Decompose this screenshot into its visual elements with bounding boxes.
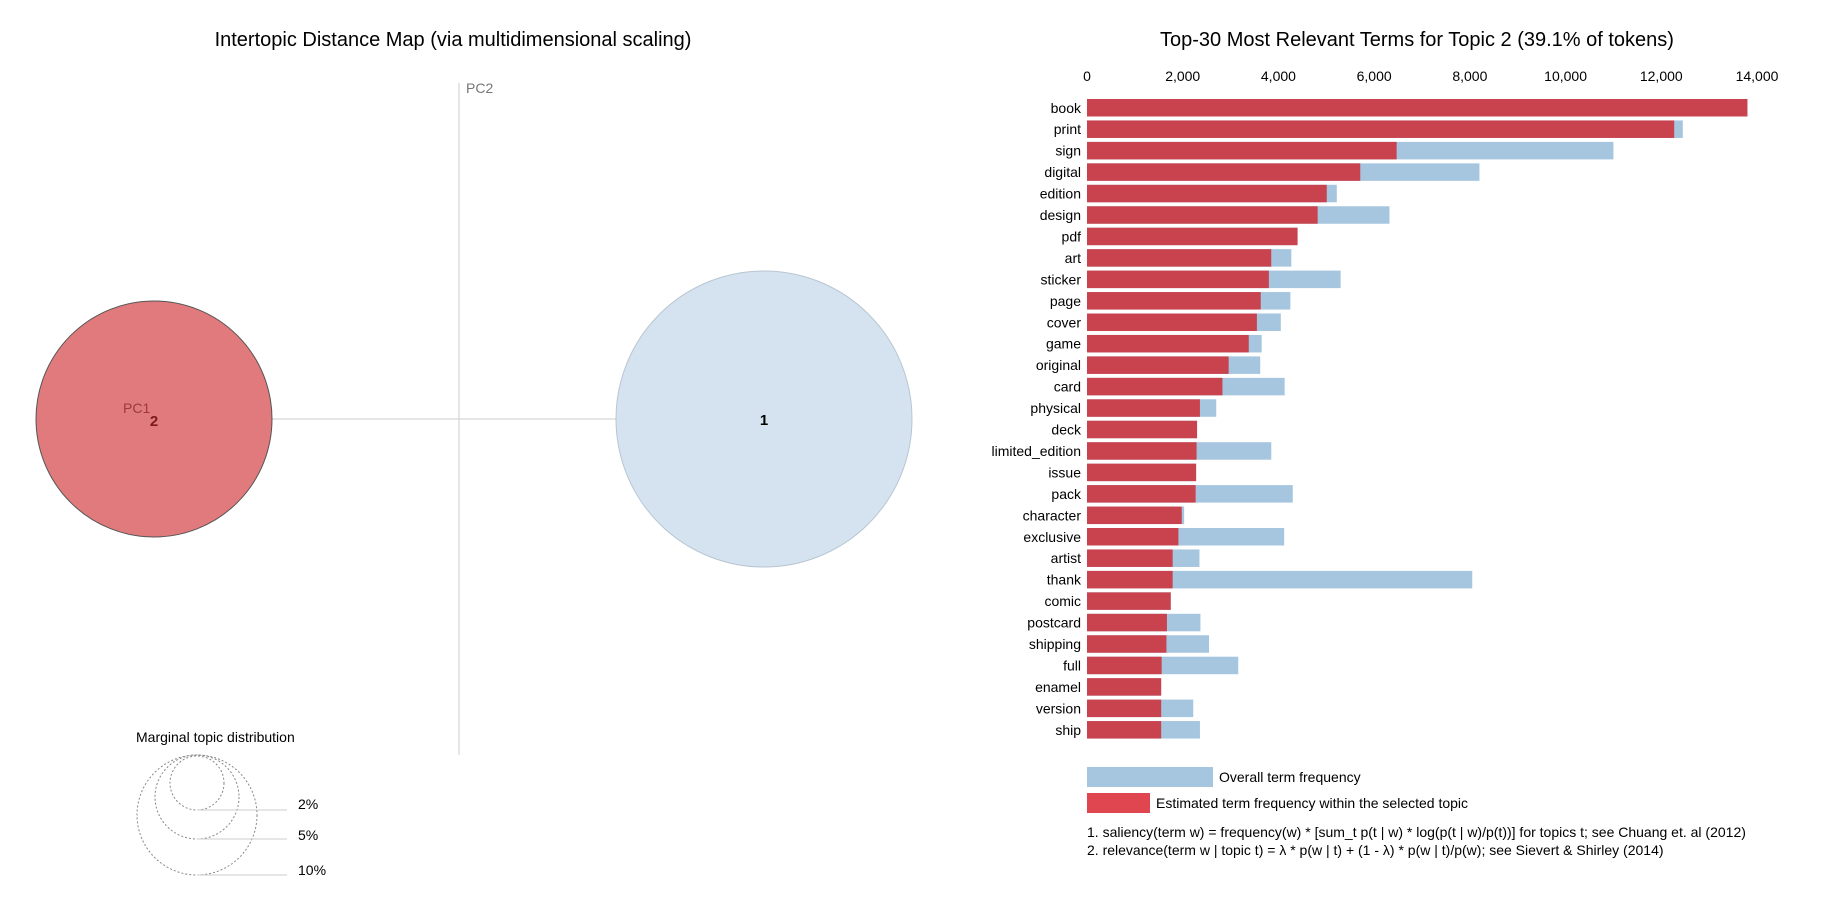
footnote-relevance: 2. relevance(term w | topic t) = λ * p(w… (1087, 842, 1664, 858)
pc1-label: PC1 (123, 400, 150, 416)
estimated-bar-edition[interactable] (1087, 184, 1327, 203)
marginal-label-10pct: 10% (298, 862, 326, 878)
term-label-physical[interactable]: physical (1030, 400, 1081, 416)
estimated-bar-ship[interactable] (1087, 721, 1162, 739)
estimated-bar-character[interactable] (1087, 506, 1182, 525)
estimated-bar-exclusive[interactable] (1087, 528, 1179, 546)
term-label-design[interactable]: design (1040, 207, 1081, 223)
estimated-bar-version[interactable] (1087, 699, 1162, 718)
estimated-bar-pack[interactable] (1087, 485, 1196, 503)
legend-estimated-swatch (1087, 793, 1150, 813)
term-label-full[interactable]: full (1063, 657, 1081, 673)
x-tick-label: 6,000 (1357, 68, 1392, 84)
term-label-pdf[interactable]: pdf (1062, 228, 1082, 244)
term-label-postcard[interactable]: postcard (1027, 615, 1081, 631)
estimated-bar-design[interactable] (1087, 206, 1318, 224)
topic-bubble-2[interactable] (35, 300, 273, 538)
x-axis-ticks: 0 2,000 4,000 6,000 8,000 10,000 12,000 14,000 (1083, 68, 1779, 84)
term-label-art[interactable]: art (1065, 250, 1081, 266)
x-tick-label: 2,000 (1165, 68, 1200, 84)
estimated-bar-enamel[interactable] (1087, 678, 1162, 696)
terms-chart-title: Top-30 Most Relevant Terms for Topic 2 (… (1160, 29, 1674, 51)
x-tick-label: 12,000 (1640, 68, 1683, 84)
x-tick-label: 10,000 (1544, 68, 1587, 84)
marginal-circle-10pct (136, 754, 258, 876)
estimated-bar-issue[interactable] (1087, 463, 1197, 482)
marginal-circle-2pct (169, 755, 225, 811)
estimated-bar-physical[interactable] (1087, 399, 1200, 417)
term-label-cover[interactable]: cover (1047, 314, 1082, 330)
estimated-bar-print[interactable] (1087, 120, 1675, 138)
estimated-bar-art[interactable] (1087, 249, 1272, 267)
estimated-bar-deck[interactable] (1087, 420, 1198, 439)
footnote-saliency: 1. saliency(term w) = frequency(w) * [su… (1087, 824, 1746, 840)
term-label-comic[interactable]: comic (1044, 593, 1081, 609)
topic-bubble-1[interactable] (615, 270, 913, 568)
estimated-bar-cover[interactable] (1087, 313, 1257, 332)
term-label-sticker[interactable]: sticker (1041, 271, 1082, 287)
intertopic-map-title: Intertopic Distance Map (via multidimens… (215, 29, 692, 51)
term-label-edition[interactable]: edition (1040, 186, 1081, 202)
pc2-label: PC2 (466, 80, 493, 96)
term-label-enamel[interactable]: enamel (1035, 679, 1081, 695)
term-label-sign[interactable]: sign (1055, 143, 1081, 159)
marginal-circle-5pct (154, 754, 240, 840)
term-label-page[interactable]: page (1050, 293, 1081, 309)
estimated-bar-shipping[interactable] (1087, 635, 1167, 653)
topic-label-1: 1 (760, 412, 768, 429)
estimated-bar-digital[interactable] (1087, 163, 1361, 181)
term-label-artist[interactable]: artist (1051, 550, 1081, 566)
legend-overall-label: Overall term frequency (1219, 769, 1361, 785)
term-label-version[interactable]: version (1036, 700, 1081, 716)
term-label-shipping[interactable]: shipping (1029, 636, 1081, 652)
term-bars: book print sign digital edition design pdf art s… (992, 99, 1748, 739)
marginal-label-5pct: 5% (298, 827, 318, 843)
term-label-thank[interactable]: thank (1047, 572, 1082, 588)
x-tick-label: 4,000 (1261, 68, 1296, 84)
term-label-issue[interactable]: issue (1048, 464, 1081, 480)
estimated-bar-original[interactable] (1087, 356, 1229, 374)
estimated-bar-book[interactable] (1087, 99, 1748, 117)
marginal-title: Marginal topic distribution (136, 729, 295, 745)
term-label-character[interactable]: character (1023, 507, 1082, 523)
term-label-digital[interactable]: digital (1044, 164, 1081, 180)
estimated-bar-limited_edition[interactable] (1087, 442, 1197, 460)
marginal-label-2pct: 2% (298, 796, 318, 812)
term-label-deck[interactable]: deck (1051, 422, 1082, 438)
x-tick-label: 0 (1083, 68, 1091, 84)
estimated-bar-comic[interactable] (1087, 592, 1171, 610)
x-tick-label: 8,000 (1452, 68, 1487, 84)
legend-estimated-label: Estimated term frequency within the sele… (1156, 795, 1468, 811)
estimated-bar-sign[interactable] (1087, 141, 1397, 160)
term-label-ship[interactable]: ship (1055, 722, 1081, 738)
estimated-bar-pdf[interactable] (1087, 227, 1298, 246)
term-label-print[interactable]: print (1054, 121, 1081, 137)
term-label-book[interactable]: book (1051, 100, 1082, 116)
estimated-bar-card[interactable] (1087, 377, 1223, 396)
estimated-bar-game[interactable] (1087, 334, 1249, 353)
estimated-bar-sticker[interactable] (1087, 270, 1269, 289)
term-label-limited_edition[interactable]: limited_edition (992, 443, 1082, 459)
legend-overall-swatch (1087, 767, 1213, 787)
x-tick-label: 14,000 (1736, 68, 1779, 84)
estimated-bar-artist[interactable] (1087, 549, 1173, 567)
term-label-exclusive[interactable]: exclusive (1023, 529, 1081, 545)
estimated-bar-page[interactable] (1087, 292, 1261, 310)
estimated-bar-thank[interactable] (1087, 570, 1173, 589)
term-label-card[interactable]: card (1054, 379, 1081, 395)
topic-label-2: 2 (150, 413, 158, 430)
estimated-bar-postcard[interactable] (1087, 613, 1167, 632)
term-label-original[interactable]: original (1036, 357, 1081, 373)
term-label-game[interactable]: game (1046, 336, 1081, 352)
estimated-bar-full[interactable] (1087, 656, 1162, 675)
term-label-pack[interactable]: pack (1051, 486, 1082, 502)
overall-bar-thank[interactable] (1087, 570, 1473, 589)
